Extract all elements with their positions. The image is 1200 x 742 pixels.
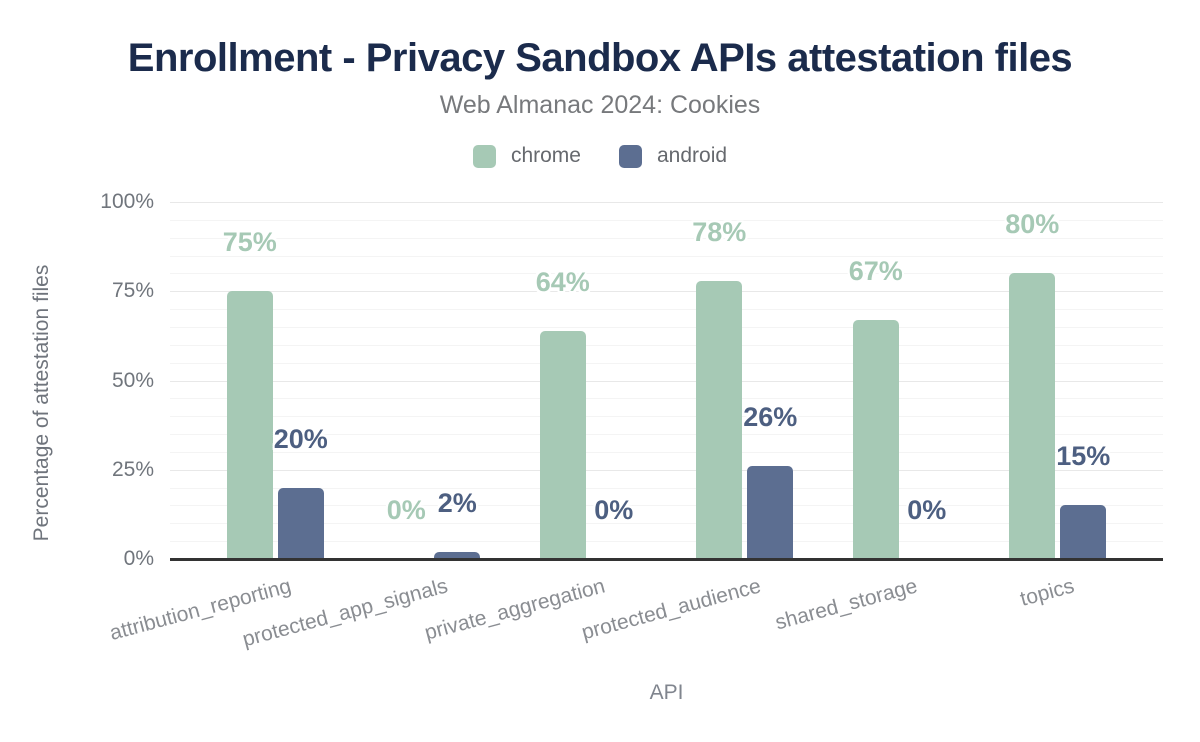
- major-gridline: [170, 291, 1163, 293]
- value-label-chrome-protected_app_signals: 0%: [386, 495, 426, 525]
- chart-title: Enrollment - Privacy Sandbox APIs attest…: [127, 36, 1073, 80]
- value-label-chrome-attribution_reporting: 75%: [222, 227, 277, 258]
- value-label-chrome-shared_storage: 67%: [848, 255, 903, 286]
- major-gridline: [170, 469, 1163, 471]
- legend-label: android: [656, 144, 728, 167]
- legend: chrome android: [0, 144, 1200, 168]
- y-axis-title: Percentage of attestation files: [30, 264, 53, 542]
- minor-gridline: [170, 273, 1163, 275]
- bar-android-protected_audience: [747, 466, 794, 559]
- bar-chrome-shared_storage: [852, 319, 899, 559]
- value-label-chrome-private_aggregation: 64%: [535, 266, 590, 297]
- legend-swatch: [618, 144, 642, 168]
- minor-gridline: [170, 219, 1163, 221]
- x-axis-title: API: [649, 681, 684, 704]
- minor-gridline: [170, 309, 1163, 311]
- x-tick-label-protected_audience: protected_audience: [579, 574, 764, 645]
- minor-gridline: [170, 326, 1163, 328]
- legend-label: chrome: [510, 144, 581, 167]
- legend-swatch: [472, 144, 496, 168]
- bar-android-topics: [1060, 505, 1107, 559]
- x-axis-line: [170, 558, 1163, 561]
- bar-android-attribution_reporting: [277, 487, 324, 559]
- value-label-android-shared_storage: 0%: [907, 495, 947, 525]
- x-tick-label-topics: topics: [1017, 574, 1077, 611]
- minor-gridline: [170, 505, 1163, 507]
- value-label-android-topics: 15%: [1056, 441, 1111, 472]
- minor-gridline: [170, 398, 1163, 400]
- minor-gridline: [170, 416, 1163, 418]
- bar-chrome-protected_audience: [696, 280, 743, 559]
- minor-gridline: [170, 523, 1163, 525]
- minor-gridline: [170, 237, 1163, 239]
- bar-chrome-topics: [1009, 273, 1056, 559]
- bar-android-protected_app_signals: [434, 551, 481, 559]
- minor-gridline: [170, 434, 1163, 436]
- y-tick-label: 50%: [111, 368, 154, 392]
- value-label-android-protected_app_signals: 2%: [437, 487, 477, 518]
- value-label-android-attribution_reporting: 20%: [273, 423, 328, 454]
- plot-area: 0% 25% 50% 75% 100% 75% 0% 64% 78% 67% 80% 20% 2% 0% 2…: [100, 190, 1163, 651]
- bar-chrome-private_aggregation: [539, 330, 586, 559]
- minor-gridline: [170, 344, 1163, 346]
- value-label-android-private_aggregation: 0%: [594, 495, 634, 525]
- y-tick-label: 25%: [111, 457, 154, 481]
- y-tick-label: 0%: [123, 547, 154, 570]
- value-label-android-protected_audience: 26%: [743, 402, 798, 433]
- major-gridline: [170, 380, 1163, 382]
- major-gridline: [170, 202, 1163, 203]
- chart-subtitle: Web Almanac 2024: Cookies: [439, 91, 761, 119]
- y-tick-label: 75%: [111, 279, 154, 303]
- value-label-chrome-protected_audience: 78%: [692, 216, 747, 247]
- y-tick-label: 100%: [100, 190, 154, 213]
- bar-chrome-attribution_reporting: [226, 291, 273, 559]
- minor-gridline: [170, 451, 1163, 453]
- legend-item-chrome: chrome: [472, 144, 581, 168]
- value-label-chrome-topics: 80%: [1005, 209, 1060, 240]
- minor-gridline: [170, 362, 1163, 364]
- minor-gridline: [170, 255, 1163, 257]
- x-tick-label-shared_storage: shared_storage: [773, 574, 921, 635]
- minor-gridline: [170, 541, 1163, 543]
- minor-gridline: [170, 487, 1163, 489]
- legend-item-android: android: [618, 144, 728, 168]
- x-tick-label-private_aggregation: private_aggregation: [421, 574, 608, 645]
